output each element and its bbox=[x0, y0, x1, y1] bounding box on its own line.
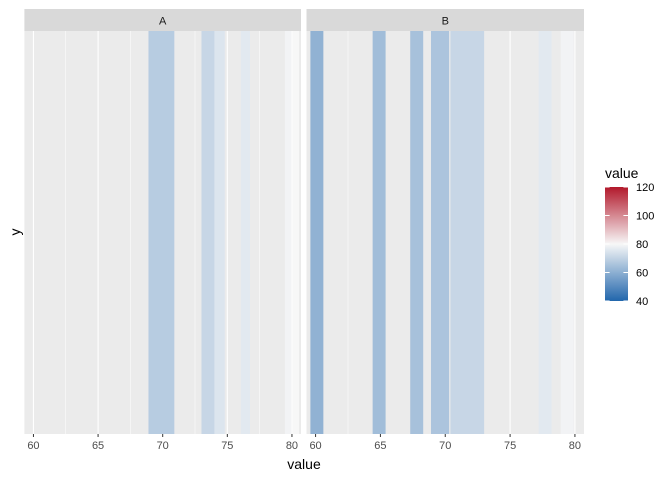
legend-tick-label: 120 bbox=[636, 182, 654, 194]
facet-b-label: B bbox=[442, 16, 449, 28]
x-tick-label: 80 bbox=[569, 440, 581, 452]
x-tick-label: 65 bbox=[374, 440, 386, 452]
x-tick-label: 75 bbox=[221, 440, 233, 452]
facet-a: A 60 65 70 75 80 bbox=[24, 9, 301, 452]
tile-a-0 bbox=[148, 31, 174, 434]
legend-tick-label: 100 bbox=[636, 211, 654, 223]
x-tick-label: 70 bbox=[439, 440, 451, 452]
facet-b-x-ticks: 60 65 70 75 80 bbox=[309, 434, 581, 452]
x-tick-label: 80 bbox=[286, 440, 298, 452]
x-tick-label: 60 bbox=[27, 440, 39, 452]
x-tick-label: 75 bbox=[504, 440, 516, 452]
tile-a-3 bbox=[241, 31, 250, 434]
x-tick-label: 65 bbox=[92, 440, 104, 452]
x-tick-label: 70 bbox=[157, 440, 169, 452]
y-axis-title: y bbox=[7, 229, 23, 236]
tile-b-4 bbox=[450, 31, 484, 434]
tile-b-6 bbox=[561, 31, 574, 434]
legend: value 40 60 80 100 120 bbox=[605, 165, 654, 308]
legend-tick-label: 40 bbox=[636, 296, 648, 308]
legend-tick-label: 60 bbox=[636, 268, 648, 280]
legend-title: value bbox=[605, 165, 639, 181]
x-axis-title: value bbox=[287, 456, 321, 472]
tile-b-0 bbox=[310, 31, 323, 434]
tile-a-5 bbox=[293, 31, 299, 434]
tile-a-4 bbox=[285, 31, 291, 434]
tile-b-1 bbox=[373, 31, 386, 434]
tile-b-3 bbox=[431, 31, 449, 434]
legend-tick-label: 80 bbox=[636, 239, 648, 251]
tile-b-5 bbox=[539, 31, 552, 434]
facet-b: B 60 65 70 75 80 bbox=[307, 9, 585, 452]
tile-a-2 bbox=[214, 31, 224, 434]
facet-a-label: A bbox=[159, 16, 167, 28]
tile-b-2 bbox=[410, 31, 423, 434]
x-tick-label: 60 bbox=[309, 440, 321, 452]
facet-a-x-ticks: 60 65 70 75 80 bbox=[27, 434, 298, 452]
